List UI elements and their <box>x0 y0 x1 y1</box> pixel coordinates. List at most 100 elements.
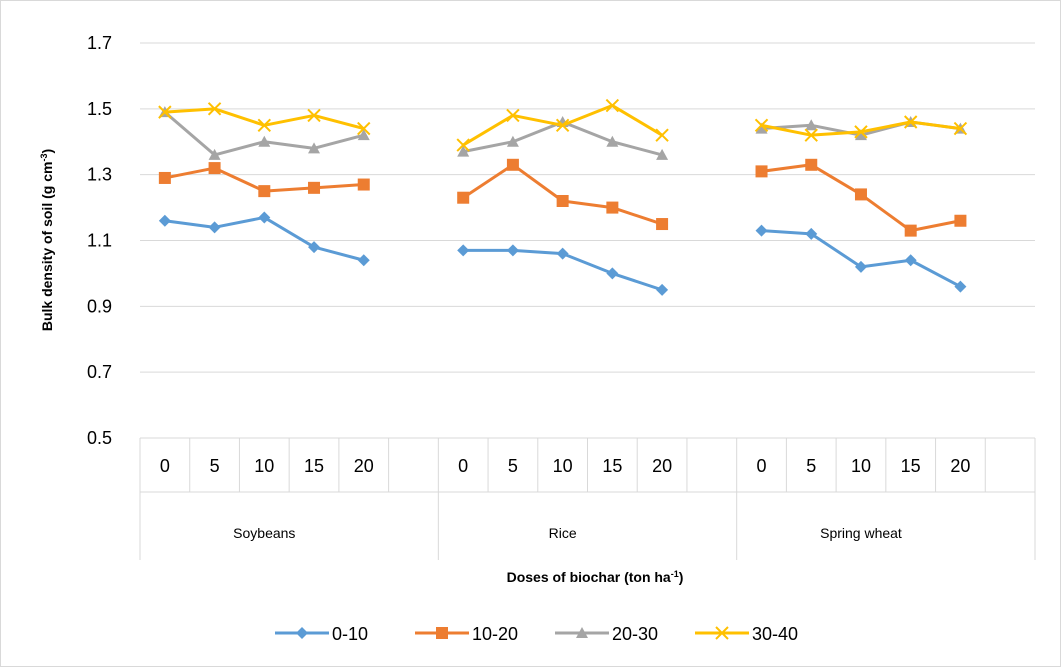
legend-label: 20-30 <box>612 624 658 644</box>
data-point <box>357 129 370 141</box>
legend-item: 30-40 <box>695 624 798 644</box>
data-point <box>755 224 768 237</box>
plot-area <box>158 98 968 296</box>
x-axis-title: Doses of biochar (ton ha-1) <box>507 569 684 585</box>
data-point <box>605 98 620 113</box>
legend: 0-10 10-20 20-30 30-40 <box>275 624 798 644</box>
x-tick-label: 20 <box>354 456 374 476</box>
data-point <box>656 218 669 231</box>
data-point <box>158 214 171 227</box>
data-point <box>457 145 470 157</box>
y-tick-label: 0.5 <box>87 428 112 448</box>
data-point <box>854 188 867 201</box>
x-tick-label: 20 <box>652 456 672 476</box>
data-point <box>854 260 867 273</box>
data-point <box>854 129 867 141</box>
legend-marker <box>296 627 308 639</box>
x-tick-label: 15 <box>304 456 324 476</box>
x-group-label: Soybeans <box>233 525 295 541</box>
legend-item: 0-10 <box>275 624 368 644</box>
data-point <box>506 108 520 123</box>
x-tick-label: 0 <box>458 456 468 476</box>
data-point <box>308 142 321 154</box>
data-point <box>258 185 271 198</box>
data-point <box>854 125 868 139</box>
data-point <box>208 221 221 234</box>
data-point <box>904 254 917 267</box>
data-point <box>953 121 968 136</box>
data-point <box>903 115 918 129</box>
data-point <box>308 241 321 254</box>
data-point <box>357 254 370 267</box>
y-axis-ticks: 0.5 0.7 0.9 1.1 1.3 1.5 1.7 <box>87 33 112 448</box>
data-point <box>307 108 321 123</box>
data-point <box>258 135 271 147</box>
data-point <box>804 128 818 142</box>
data-point <box>357 121 371 136</box>
legend-marker <box>436 627 448 639</box>
x-tick-label: 0 <box>160 456 170 476</box>
x-tick-label: 5 <box>806 456 816 476</box>
data-point <box>606 201 619 214</box>
legend-marker <box>576 627 588 638</box>
data-point <box>555 118 570 132</box>
series-30-40 <box>158 98 968 152</box>
y-tick-label: 0.7 <box>87 362 112 382</box>
x-tick-label: 15 <box>901 456 921 476</box>
data-point <box>606 135 619 147</box>
x-tick-label: 0 <box>757 456 767 476</box>
data-point <box>556 195 569 207</box>
data-point <box>954 214 967 227</box>
y-tick-label: 1.3 <box>87 165 112 185</box>
x-tick-label: 15 <box>602 456 622 476</box>
x-group-label: Spring wheat <box>820 525 902 541</box>
x-tick-label: 10 <box>851 456 871 476</box>
data-point <box>257 118 272 132</box>
data-point <box>754 118 769 132</box>
data-point <box>655 128 669 142</box>
data-point <box>207 102 222 116</box>
data-point <box>755 165 768 178</box>
y-tick-label: 1.1 <box>87 231 112 251</box>
data-point <box>258 211 271 224</box>
data-point <box>506 244 519 257</box>
series-0-10 <box>158 211 967 296</box>
data-point <box>755 122 768 134</box>
legend-item: 10-20 <box>415 624 518 644</box>
data-point <box>506 135 519 147</box>
gridlines <box>140 42 1035 439</box>
data-point <box>805 119 818 131</box>
x-tick-label: 5 <box>508 456 518 476</box>
x-group-label: Rice <box>549 525 577 541</box>
x-axis: 0 5 10 15 20 Soybeans 0 5 10 15 20 Rice 0 5 10 15 20 Spri… <box>139 437 1036 560</box>
data-point <box>208 162 221 175</box>
data-point <box>606 267 619 280</box>
legend-label: 10-20 <box>472 624 518 644</box>
data-point <box>158 171 171 184</box>
legend-item: 20-30 <box>555 624 658 644</box>
x-tick-label: 5 <box>210 456 220 476</box>
legend-label: 30-40 <box>752 624 798 644</box>
data-point <box>656 148 669 160</box>
data-point <box>357 178 370 191</box>
data-point <box>457 191 470 204</box>
y-tick-label: 0.9 <box>87 296 112 316</box>
data-point <box>308 181 321 194</box>
y-axis-title: Bulk density of soil (g cm-3) <box>39 149 55 331</box>
data-point <box>805 227 818 240</box>
x-tick-label: 20 <box>950 456 970 476</box>
series-10-20 <box>158 158 967 237</box>
series-line <box>761 229 962 288</box>
data-point <box>954 280 967 293</box>
legend-label: 0-10 <box>332 624 368 644</box>
data-point <box>506 158 519 171</box>
data-point <box>656 283 669 296</box>
y-tick-label: 1.7 <box>87 33 112 53</box>
data-point <box>805 158 818 171</box>
series-line <box>164 215 365 262</box>
y-tick-label: 1.5 <box>87 99 112 119</box>
x-tick-label: 10 <box>254 456 274 476</box>
x-tick-label: 10 <box>553 456 573 476</box>
data-point <box>208 148 221 160</box>
